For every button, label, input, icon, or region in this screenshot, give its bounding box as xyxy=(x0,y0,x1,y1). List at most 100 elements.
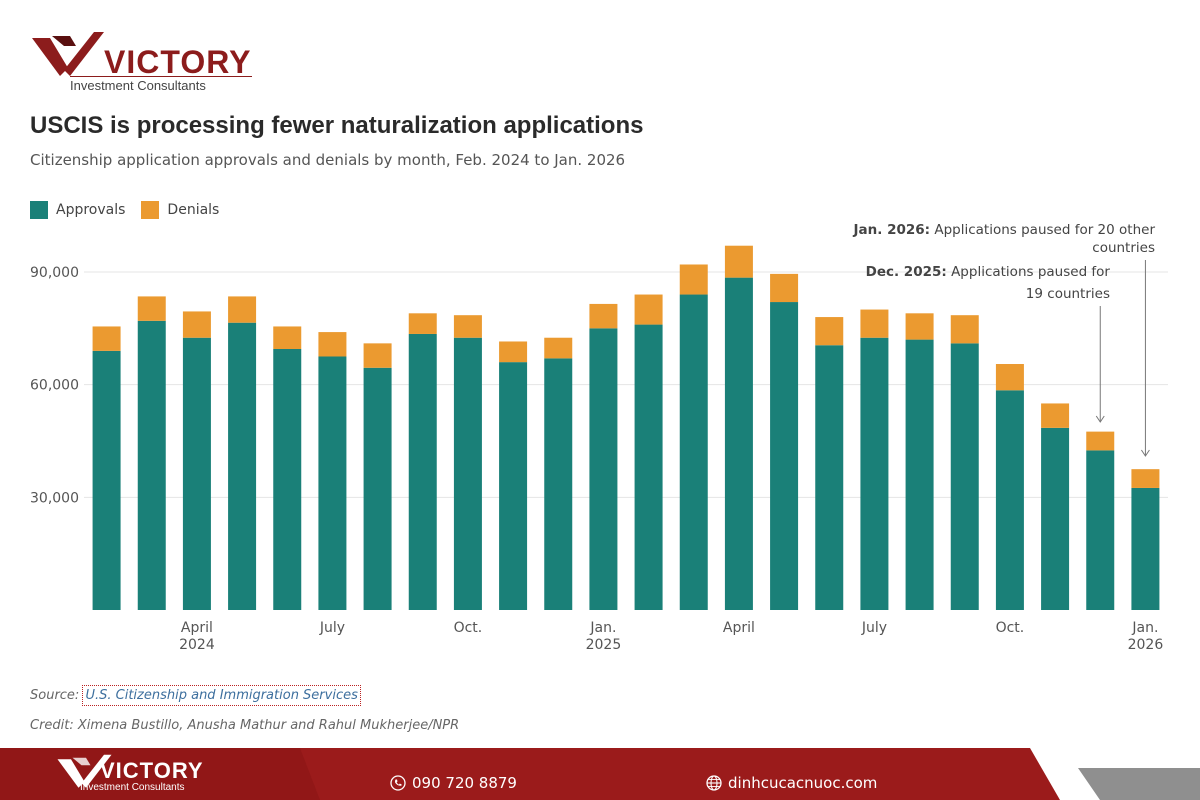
footer-website[interactable]: dinhcucacnuoc.com xyxy=(706,774,877,792)
x-tick-label-20-0: Oct. xyxy=(996,620,1025,636)
footer-v-mark-icon xyxy=(57,754,112,788)
bar-denials-16 xyxy=(815,317,844,346)
bar-approvals-17 xyxy=(860,337,889,610)
x-tick-label-5-0: July xyxy=(319,620,345,636)
bar-approvals-2 xyxy=(182,337,211,610)
bar-denials-2 xyxy=(182,311,211,338)
y-tick-label-90000: 90,000 xyxy=(30,265,79,281)
bar-approvals-16 xyxy=(815,345,844,610)
footer-brand-name: VICTORY xyxy=(100,758,204,783)
bar-denials-14 xyxy=(724,245,753,278)
annotation-0-text: Applications paused for xyxy=(947,264,1111,280)
bar-denials-22 xyxy=(1086,431,1115,451)
chart-subtitle: Citizenship application approvals and de… xyxy=(30,151,626,169)
bar-denials-18 xyxy=(905,313,934,340)
y-tick-label-30000: 30,000 xyxy=(30,490,79,506)
legend-item-denials: Denials xyxy=(141,201,219,219)
bar-approvals-8 xyxy=(453,337,482,610)
bar-denials-1 xyxy=(137,296,166,321)
chart-legend: Approvals Denials xyxy=(30,201,219,219)
source-link[interactable]: U.S. Citizenship and Immigration Service… xyxy=(82,685,361,706)
bar-denials-6 xyxy=(363,343,392,368)
x-tick-label-2-1: 2024 xyxy=(179,637,215,653)
footer-phone[interactable]: 090 720 8879 xyxy=(390,774,517,792)
bar-approvals-23 xyxy=(1131,487,1160,610)
bar-denials-17 xyxy=(860,309,889,338)
x-tick-label-2-0: April xyxy=(181,620,213,636)
annotation-1-line1: Jan. 2026: Applications paused for 20 ot… xyxy=(853,222,1156,238)
bar-denials-11 xyxy=(589,303,618,329)
bar-denials-20 xyxy=(995,364,1024,391)
footer-background xyxy=(0,748,1200,800)
legend-swatch-approvals xyxy=(30,201,48,219)
chart-title: USCIS is processing fewer naturalization… xyxy=(30,112,644,139)
legend-item-approvals: Approvals xyxy=(30,201,125,219)
legend-label-approvals: Approvals xyxy=(56,202,126,218)
annotation-0-arrow-head xyxy=(1095,415,1105,423)
bar-approvals-1 xyxy=(137,320,166,610)
bar-denials-9 xyxy=(499,341,528,363)
annotation-0-bold: Dec. 2025: xyxy=(866,264,947,280)
x-tick-label-17-0: July xyxy=(861,620,887,636)
bar-approvals-9 xyxy=(499,362,528,610)
bar-denials-0 xyxy=(92,326,121,351)
x-tick-label-23-0: Jan. xyxy=(1131,620,1158,636)
bar-denials-15 xyxy=(770,273,799,303)
bar-approvals-22 xyxy=(1086,450,1115,610)
y-tick-label-60000: 60,000 xyxy=(30,378,79,394)
bar-denials-7 xyxy=(408,313,437,334)
bar-denials-23 xyxy=(1131,469,1160,488)
bar-denials-4 xyxy=(273,326,302,349)
bar-denials-21 xyxy=(1041,403,1070,428)
footer-bar: VICTORY Investment Consultants 090 720 8… xyxy=(0,748,1200,800)
bar-approvals-10 xyxy=(544,358,573,610)
bar-denials-5 xyxy=(318,332,347,357)
bar-denials-10 xyxy=(544,337,573,359)
brand-logo: VICTORY Investment Consultants xyxy=(30,30,252,93)
annotation-1-bold: Jan. 2026: xyxy=(853,222,931,238)
footer-website-url: dinhcucacnuoc.com xyxy=(728,774,878,792)
globe-icon xyxy=(706,775,722,791)
footer-phone-number: 090 720 8879 xyxy=(412,774,517,792)
bar-approvals-19 xyxy=(950,343,979,610)
bar-approvals-7 xyxy=(408,333,437,610)
annotation-1-text: Applications paused for 20 other xyxy=(930,222,1155,238)
bar-approvals-13 xyxy=(679,294,708,610)
bar-approvals-15 xyxy=(770,302,799,610)
bar-denials-12 xyxy=(634,294,663,325)
x-tick-label-14-0: April xyxy=(723,620,755,636)
legend-label-denials: Denials xyxy=(167,202,220,218)
brand-name: VICTORY xyxy=(104,44,252,80)
brand-divider xyxy=(70,76,252,77)
bar-approvals-4 xyxy=(273,348,302,610)
footer-brand-tagline: Investment Consultants xyxy=(80,782,185,793)
bar-approvals-3 xyxy=(228,322,257,610)
bar-denials-13 xyxy=(679,264,708,295)
source-label: Source: xyxy=(30,688,80,703)
annotation-1-line2: countries xyxy=(1092,240,1155,256)
bar-approvals-12 xyxy=(634,324,663,610)
bar-approvals-14 xyxy=(724,277,753,610)
bar-approvals-5 xyxy=(318,356,347,610)
bar-denials-8 xyxy=(453,315,482,338)
annotation-0-line1: Dec. 2025: Applications paused for xyxy=(866,264,1111,280)
x-tick-label-11-1: 2025 xyxy=(586,637,622,653)
bar-approvals-20 xyxy=(995,390,1024,610)
bar-denials-3 xyxy=(228,296,257,323)
annotation-0-line2: 19 countries xyxy=(1026,286,1110,302)
bar-approvals-21 xyxy=(1041,427,1070,610)
legend-swatch-denials xyxy=(141,201,160,219)
bar-approvals-6 xyxy=(363,367,392,610)
bar-approvals-0 xyxy=(92,350,121,610)
bar-approvals-18 xyxy=(905,339,934,610)
brand-tagline: Investment Consultants xyxy=(70,78,206,93)
phone-icon xyxy=(390,775,406,791)
bar-denials-19 xyxy=(950,315,979,344)
bar-approvals-11 xyxy=(589,328,618,610)
victory-v-mark-icon xyxy=(32,32,104,76)
source-line: Source: U.S. Citizenship and Immigration… xyxy=(30,685,361,706)
x-tick-label-11-0: Jan. xyxy=(589,620,616,636)
x-tick-label-8-0: Oct. xyxy=(454,620,483,636)
x-tick-label-23-1: 2026 xyxy=(1128,637,1164,653)
